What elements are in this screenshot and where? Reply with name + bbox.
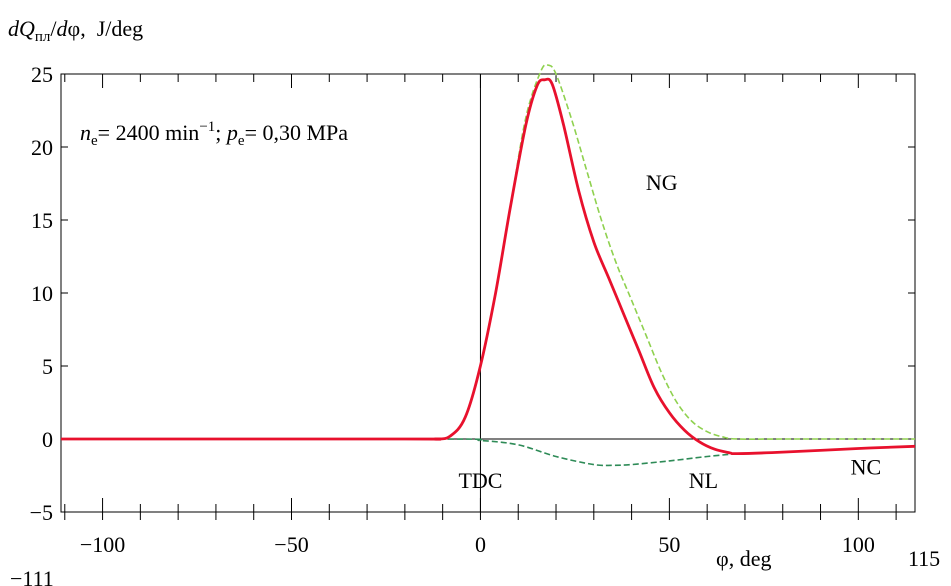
x-tick-label: 0 (475, 532, 486, 557)
annotation-nc: NC (851, 455, 882, 480)
y-tick-label: 0 (42, 427, 53, 452)
x-tick-label: 100 (842, 532, 875, 557)
y-tick-label: −5 (30, 500, 53, 525)
x-min-label: −111 (10, 566, 54, 586)
y-tick-label: 25 (31, 62, 53, 87)
x-tick-label: 50 (658, 532, 680, 557)
x-tick-label: −100 (80, 532, 125, 557)
y-axis-title: dQпл/dφ, J/deg (8, 16, 143, 45)
x-axis-ticks: −100 −50 0 50 100 (64, 74, 897, 557)
x-axis-title: φ, deg (716, 546, 771, 571)
series-annotations: NG NL NC (646, 170, 881, 493)
y-tick-label: 5 (42, 354, 53, 379)
y-axis-ticks: −5 0 5 10 15 20 25 (30, 62, 915, 525)
annotation-ng: NG (646, 170, 678, 195)
y-tick-label: 10 (31, 281, 53, 306)
x-max-label: 115 (908, 546, 940, 571)
y-tick-label: 20 (31, 135, 53, 160)
annotation-nl: NL (689, 468, 718, 493)
series-line-nl (60, 438, 738, 467)
conditions-label: ne= 2400 min−1; pe= 0,30 MPa (80, 119, 348, 149)
tdc-label: TDC (458, 468, 502, 493)
series-lines (60, 63, 916, 467)
x-tick-label: −50 (274, 532, 308, 557)
y-tick-label: 15 (31, 208, 53, 233)
series-line-nc (61, 77, 916, 456)
y-axis-unit: J/deg (97, 16, 143, 41)
